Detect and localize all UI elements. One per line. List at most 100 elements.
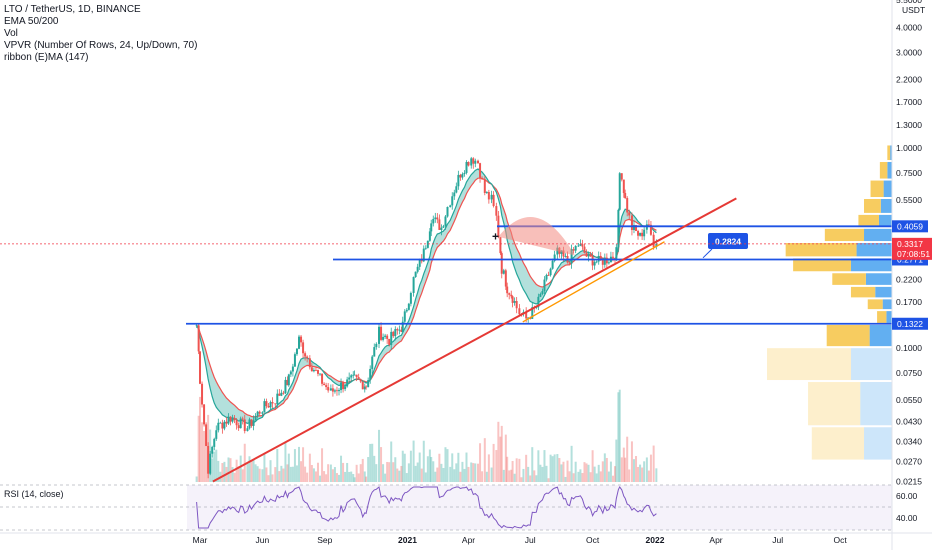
candle-body	[508, 293, 510, 295]
vol-indicator-label[interactable]: Vol	[4, 28, 197, 40]
candle-body	[290, 371, 292, 374]
candle-body	[457, 175, 459, 186]
candle-body	[313, 370, 315, 371]
time-tick-label: Jul	[772, 535, 783, 545]
volume-bar	[274, 467, 276, 482]
candle-body	[280, 393, 282, 396]
candle-body	[221, 423, 223, 429]
volume-bar	[354, 477, 356, 482]
volume-bar	[470, 462, 472, 482]
candle-body	[251, 419, 253, 425]
candle-body	[223, 422, 225, 429]
volume-bar	[388, 462, 390, 482]
vpvr-row-down	[868, 299, 883, 309]
volume-bar	[298, 447, 300, 482]
candle-body	[209, 454, 211, 474]
candle-body	[294, 354, 296, 366]
time-tick-label: 2022	[646, 535, 665, 545]
price-tick-label: 1.0000	[896, 143, 922, 153]
volume-bar	[394, 457, 396, 482]
volume-bar	[230, 458, 232, 482]
volume-bar	[306, 473, 308, 482]
volume-bar	[406, 473, 408, 482]
candle-body	[396, 329, 398, 330]
candle-body	[468, 162, 470, 166]
volume-bar	[567, 461, 569, 482]
candle-body	[484, 179, 486, 193]
candle-body	[436, 218, 438, 220]
volume-bar	[330, 465, 332, 482]
volume-bar	[259, 469, 261, 482]
candle-body	[579, 244, 581, 245]
vpvr-row-up	[886, 311, 892, 323]
candle-body	[470, 158, 472, 165]
candle-body	[463, 173, 465, 174]
candle-body	[227, 417, 229, 424]
candle-body	[449, 205, 451, 207]
time-tick-label: Mar	[193, 535, 208, 545]
ema-indicator-label[interactable]: EMA 50/200	[4, 16, 197, 28]
volume-bar	[619, 390, 621, 482]
volume-bar	[213, 452, 215, 482]
candle-body	[382, 337, 384, 340]
price-tick-label: 0.1000	[896, 343, 922, 353]
candle-body	[415, 272, 417, 277]
candle-body	[440, 228, 442, 230]
volume-bar	[373, 456, 375, 482]
volume-bar	[577, 472, 579, 482]
volume-bar	[641, 468, 643, 482]
candle-body	[628, 212, 630, 215]
symbol-title[interactable]: LTO / TetherUS, 1D, BINANCE	[4, 4, 197, 16]
candle-body	[367, 380, 369, 387]
vpvr-row-down	[877, 311, 886, 323]
volume-bar	[602, 461, 604, 482]
rsi-indicator-label[interactable]: RSI (14, close)	[4, 489, 64, 499]
volume-bar	[579, 469, 581, 482]
volume-bar	[371, 444, 373, 482]
volume-bar	[594, 467, 596, 482]
vpvr-row-down	[827, 325, 870, 346]
candle-body	[499, 237, 501, 253]
candle-body	[432, 219, 434, 223]
candle-body	[213, 439, 215, 447]
candle-body	[495, 206, 497, 216]
candle-body	[506, 287, 508, 294]
vpvr-row-down	[825, 229, 864, 241]
vpvr-row-down	[851, 287, 875, 297]
volume-bar	[267, 475, 269, 482]
candle-body	[236, 420, 238, 425]
volume-bar	[263, 453, 265, 482]
volume-bar	[317, 463, 319, 482]
vpvr-row-down	[832, 273, 866, 285]
candle-body	[380, 327, 382, 340]
candle-body	[481, 178, 483, 179]
vpvr-row-up	[875, 287, 892, 297]
ribbon-indicator-label[interactable]: ribbon (E)MA (147)	[4, 52, 197, 64]
candle-body	[278, 394, 280, 396]
candle-body	[219, 423, 221, 424]
volume-bar	[600, 471, 602, 482]
candle-body	[550, 269, 552, 275]
level-price-tag-label: 0.4059	[897, 221, 923, 231]
candle-body	[246, 428, 248, 431]
candle-body	[461, 174, 463, 178]
volume-bar	[327, 464, 329, 482]
vpvr-row-up	[887, 162, 892, 179]
candle-body	[569, 262, 571, 263]
volume-bar	[292, 467, 294, 482]
vpvr-indicator-label[interactable]: VPVR (Number Of Rows, 24, Up/Down, 70)	[4, 40, 197, 52]
volume-bar	[637, 467, 639, 482]
volume-bar	[518, 459, 520, 482]
vpvr-row-up	[881, 199, 892, 213]
volume-bar	[332, 469, 334, 482]
volume-bar	[486, 472, 488, 482]
candle-body	[394, 329, 396, 336]
volume-bar	[432, 461, 434, 482]
candle-body	[371, 357, 373, 369]
volume-bar	[535, 475, 537, 482]
volume-bar	[253, 460, 255, 482]
candle-body	[296, 349, 298, 354]
candle-body	[354, 375, 356, 376]
candle-body	[263, 401, 265, 412]
